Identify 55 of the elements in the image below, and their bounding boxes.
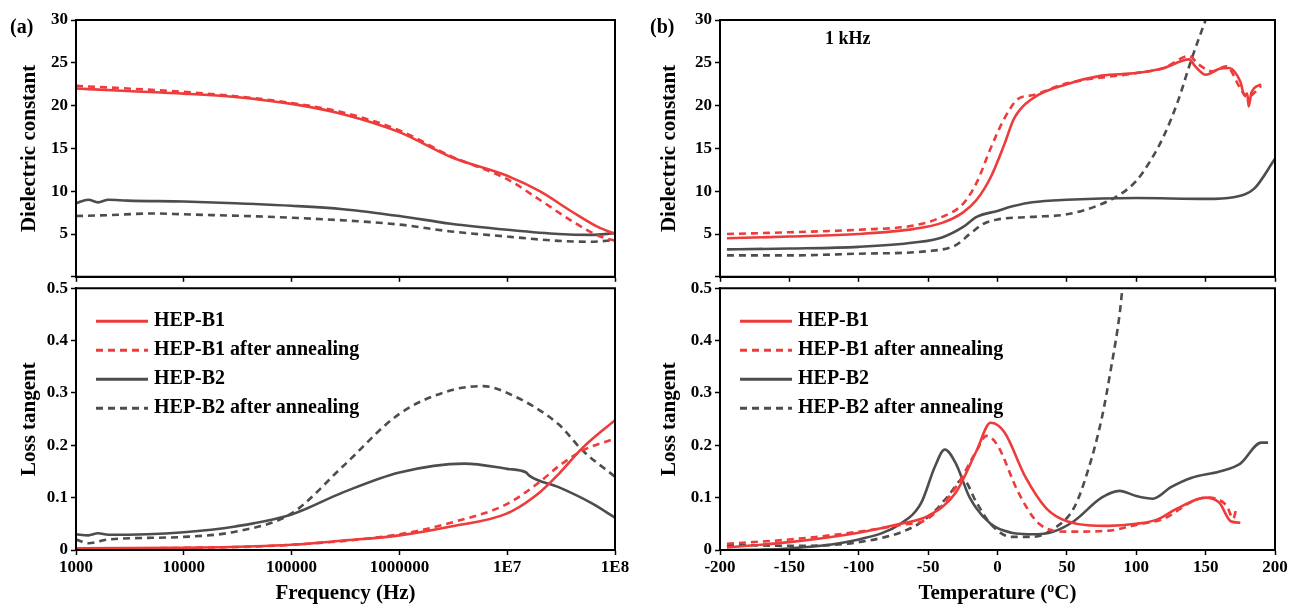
y-tick-label: 0.4 [46, 329, 69, 349]
y-tick-label: 30 [51, 9, 68, 29]
y-tick-label: 30 [695, 9, 712, 29]
y-tick-label: 5 [59, 223, 68, 243]
y-tick-label: 25 [51, 52, 68, 72]
x-tick-label: 150 [1192, 556, 1219, 576]
y-axis-title: Dielectric constant [656, 64, 681, 233]
y-tick-label: 10 [51, 180, 68, 200]
legend-label: HEP-B1 after annealing [154, 337, 360, 361]
y-tick-label: 20 [695, 94, 712, 114]
y-tick-label: 15 [51, 137, 68, 157]
chart-title: (b) [650, 15, 675, 39]
y-tick-label: 15 [695, 137, 712, 157]
y-tick-label: 0 [703, 539, 712, 559]
y-tick-label: 20 [51, 94, 68, 114]
y-tick-label: 0.2 [690, 434, 712, 454]
legend-label: HEP-B1 [154, 308, 226, 331]
x-tick-label: 1E7 [493, 556, 522, 576]
x-tick-label: 200 [1262, 556, 1288, 576]
y-tick-label: 0 [59, 539, 68, 559]
y-tick-label: 0.1 [46, 487, 68, 507]
legend-label: HEP-B2 after annealing [154, 395, 360, 419]
legend-label: HEP-B1 after annealing [798, 337, 1004, 361]
y-tick-label: 0.5 [690, 277, 712, 297]
y-tick-label: 0.3 [690, 382, 712, 402]
annotation: 1 kHz [824, 27, 871, 48]
y-tick-label: 10 [695, 180, 712, 200]
x-tick-label: 0 [993, 556, 1002, 576]
x-tick-label: 100000 [266, 556, 318, 576]
y-tick-label: 0.1 [690, 487, 712, 507]
x-tick-label: -50 [916, 556, 940, 576]
x-tick-label: -200 [704, 556, 736, 576]
x-tick-label: 50 [1058, 556, 1076, 576]
legend-label: HEP-B1 [798, 308, 870, 331]
y-tick-label: 0.3 [46, 382, 68, 402]
y-tick-label: 0.4 [690, 329, 713, 349]
x-tick-label: 1000 [59, 556, 93, 576]
y-axis-title: Loss tangent [656, 362, 681, 476]
y-tick-label: 0.5 [46, 277, 68, 297]
x-tick-label: 10000 [162, 556, 206, 576]
chart-title: (a) [10, 15, 34, 39]
y-axis-title: Dielectric constant [16, 64, 41, 233]
x-tick-label: -150 [773, 556, 805, 576]
x-axis-title: Frequency (Hz) [275, 579, 416, 604]
x-tick-label: 1000000 [369, 556, 430, 576]
legend-label: HEP-B2 after annealing [798, 395, 1004, 419]
x-tick-label: 100 [1123, 556, 1149, 576]
y-tick-label: 5 [703, 223, 712, 243]
legend-label: HEP-B2 [798, 366, 870, 389]
x-tick-label: -100 [843, 556, 875, 576]
y-tick-label: 0.2 [46, 434, 68, 454]
y-tick-label: 25 [695, 52, 712, 72]
x-tick-label: 1E8 [600, 556, 630, 576]
legend-label: HEP-B2 [154, 366, 226, 389]
y-axis-title: Loss tangent [16, 362, 41, 476]
